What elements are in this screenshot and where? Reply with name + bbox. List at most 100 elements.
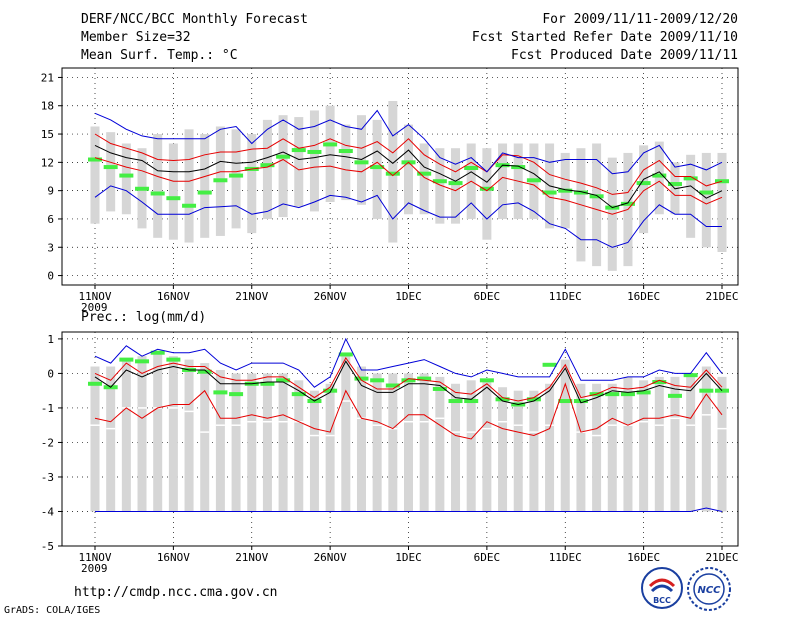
forecast-produced-label: Fcst Produced Date 2009/11/11 bbox=[511, 48, 738, 63]
climatology-mark bbox=[558, 188, 573, 193]
climatology-mark bbox=[182, 203, 197, 208]
climatology-mark bbox=[573, 190, 588, 195]
climatology-mark bbox=[526, 397, 541, 402]
ensemble-box bbox=[435, 376, 445, 512]
grads-credit: GrADS: COLA/IGES bbox=[4, 605, 101, 616]
y-tick-label: -2 bbox=[41, 436, 54, 449]
climatology-mark bbox=[511, 165, 526, 170]
ensemble-box bbox=[341, 124, 351, 201]
ensemble-box bbox=[686, 154, 696, 238]
series-line-minimum bbox=[95, 507, 723, 512]
ensemble-box bbox=[451, 383, 461, 512]
ensemble-box bbox=[262, 373, 272, 512]
ensemble-box bbox=[451, 148, 461, 224]
ensemble-box bbox=[341, 352, 351, 512]
climatology-mark bbox=[135, 359, 150, 364]
climatology-mark bbox=[417, 171, 432, 176]
x-tick-label: 21NOV bbox=[235, 290, 268, 303]
x-tick-label: 21NOV bbox=[235, 551, 268, 564]
y-tick-label: 9 bbox=[47, 185, 54, 198]
x-tick-label: 16DEC bbox=[627, 551, 660, 564]
x-tick-label: 16NOV bbox=[157, 290, 190, 303]
ensemble-box bbox=[278, 115, 288, 218]
ensemble-box bbox=[372, 373, 382, 512]
climatology-mark bbox=[479, 186, 494, 191]
plot-frame bbox=[61, 331, 739, 547]
climatology-mark bbox=[385, 383, 400, 388]
x-tick-label: 26NOV bbox=[314, 551, 347, 564]
x-tick-label: 6DEC bbox=[474, 290, 501, 303]
climatology-mark bbox=[620, 201, 635, 206]
source-url[interactable]: http://cmdp.ncc.cma.gov.cn bbox=[74, 585, 278, 600]
x-tick-label: 11DEC bbox=[549, 551, 582, 564]
climatology-mark bbox=[119, 173, 134, 178]
series-line-mean-1sd bbox=[94, 133, 723, 195]
climatology-mark bbox=[652, 380, 667, 385]
ensemble-box bbox=[247, 134, 257, 234]
climatology-mark bbox=[276, 154, 291, 159]
chart-title: DERF/NCC/BCC Monthly Forecast bbox=[81, 12, 308, 27]
climatology-mark bbox=[699, 388, 714, 393]
climatology-mark bbox=[432, 179, 447, 184]
ensemble-box bbox=[309, 390, 319, 512]
climatology-mark bbox=[542, 362, 557, 367]
ensemble-box bbox=[215, 369, 225, 512]
ensemble-box bbox=[262, 119, 272, 219]
climatology-mark bbox=[526, 178, 541, 183]
climatology-mark bbox=[542, 190, 557, 195]
temperature-panel-title: Mean Surf. Temp.: °C bbox=[81, 48, 238, 63]
x-tick-label: 6DEC bbox=[474, 551, 501, 564]
ensemble-box bbox=[184, 359, 194, 512]
climatology-mark bbox=[464, 166, 479, 171]
x-tick-label: 16DEC bbox=[627, 290, 660, 303]
x-tick-label: 11DEC bbox=[549, 290, 582, 303]
ensemble-box bbox=[137, 356, 147, 512]
member-size-label: Member Size=32 bbox=[81, 30, 191, 45]
climatology-mark bbox=[276, 378, 291, 383]
ensemble-box bbox=[106, 132, 116, 212]
ensemble-box bbox=[623, 376, 633, 512]
climatology-mark bbox=[166, 357, 181, 362]
climatology-mark bbox=[385, 171, 400, 176]
ensemble-box bbox=[168, 143, 178, 240]
ensemble-box bbox=[639, 145, 649, 234]
climatology-mark bbox=[197, 369, 212, 374]
ensemble-box bbox=[686, 373, 696, 512]
ensemble-box bbox=[482, 380, 492, 512]
ensemble-box bbox=[592, 143, 602, 267]
climatology-mark bbox=[652, 173, 667, 178]
ensemble-box bbox=[545, 383, 555, 512]
climatology-mark bbox=[683, 176, 698, 181]
climatology-mark bbox=[338, 352, 353, 357]
climatology-mark bbox=[119, 357, 134, 362]
ensemble-box bbox=[121, 359, 131, 512]
ensemble-box bbox=[231, 373, 241, 512]
climatology-mark bbox=[229, 392, 244, 397]
ensemble-box bbox=[717, 376, 727, 512]
climatology-mark bbox=[354, 376, 369, 381]
ensemble-box bbox=[294, 380, 304, 512]
climatology-mark bbox=[150, 191, 165, 196]
y-tick-label: 0 bbox=[47, 367, 54, 380]
precipitation-panel-title: Prec.: log(mm/d) bbox=[81, 310, 206, 325]
ensemble-box bbox=[529, 390, 539, 512]
chart-panel-temperature: 0 3 6 9 12 15 18 21 11NOV 16NOV 21NOV 26NOV 1DEC 6DEC… bbox=[41, 67, 739, 325]
y-tick-label: -1 bbox=[41, 402, 54, 415]
x-tick-label: 1DEC bbox=[395, 290, 422, 303]
ensemble-box bbox=[701, 366, 711, 512]
ensemble-box bbox=[717, 152, 727, 252]
ensemble-box bbox=[200, 363, 210, 512]
ensemble-box bbox=[482, 148, 492, 240]
series-line-maximum bbox=[94, 109, 723, 175]
ensemble-box bbox=[419, 143, 429, 215]
climatology-mark bbox=[323, 388, 338, 393]
climatology-mark bbox=[354, 160, 369, 165]
climatology-mark bbox=[667, 182, 682, 187]
ensemble-box bbox=[466, 380, 476, 512]
climatology-mark bbox=[166, 196, 181, 201]
ensemble-box bbox=[560, 359, 570, 512]
x-tick-label: 11NOV bbox=[78, 551, 111, 564]
ensemble-box bbox=[670, 376, 680, 512]
climatology-mark bbox=[620, 392, 635, 397]
